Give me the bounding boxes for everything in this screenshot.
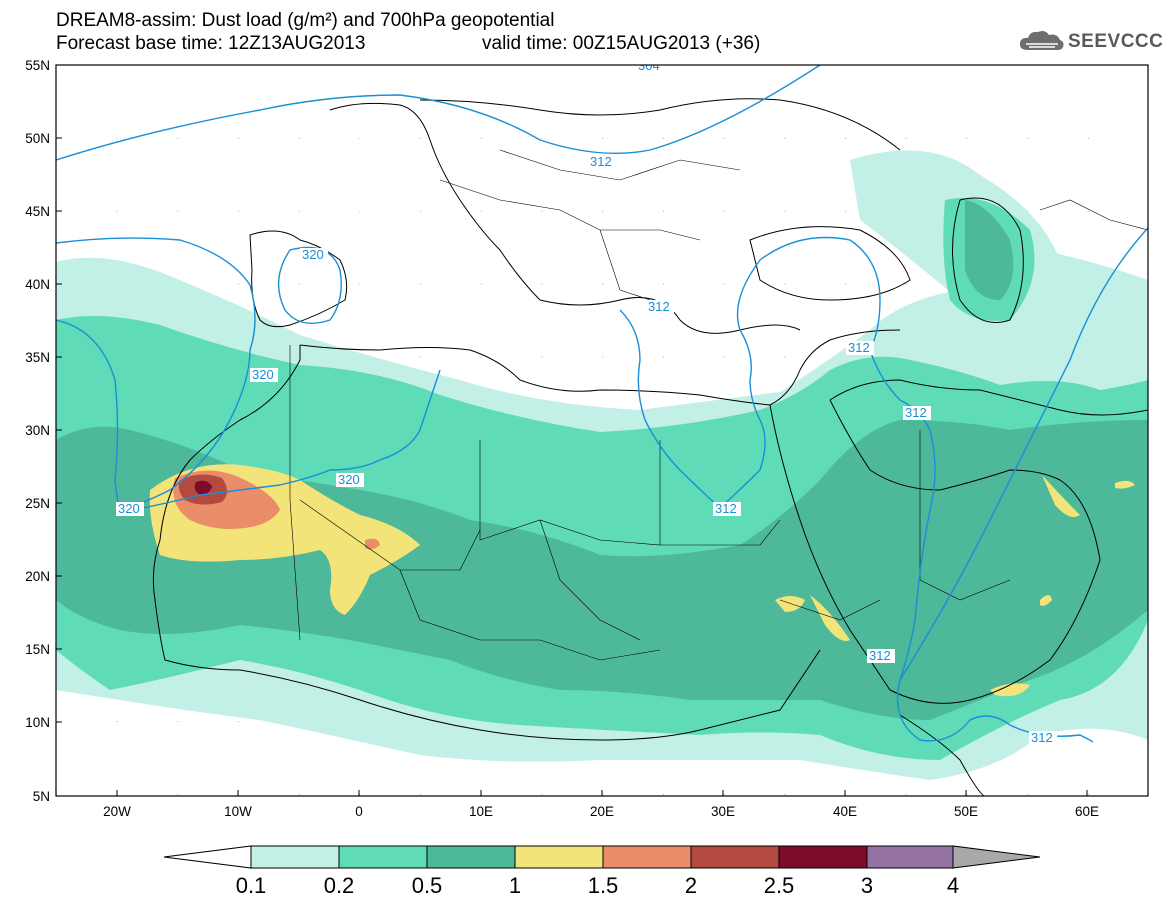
contour-label-312-a: 312	[590, 154, 612, 169]
colorbar-labels: 0.1 0.2 0.5 1 1.5 2 2.5 3 4	[236, 873, 959, 898]
lat-label: 10N	[25, 715, 50, 730]
contour-labels: 304 312 320 320 320 312 312 312 312 312 …	[116, 58, 1057, 745]
lat-label: 30N	[25, 423, 50, 438]
coastlines	[152, 98, 1148, 796]
geopotential-contours	[56, 65, 1148, 743]
contour-label-304: 304	[638, 58, 660, 73]
seevccc-logo: SEEVCCC	[1018, 28, 1163, 54]
colorbar-bin-1	[514, 845, 604, 869]
contour-label-312-g: 312	[1031, 730, 1053, 745]
colorbar-label: 4	[947, 873, 959, 898]
country-borders	[289, 149, 1148, 661]
contour-label-320-b: 320	[252, 367, 274, 382]
lon-label: 0	[355, 804, 363, 819]
lat-label: 50N	[25, 131, 50, 146]
longitude-labels: 20W 10W 0 10E 20E 30E 40E 50E 60E	[103, 804, 1099, 819]
colorbar-bin-0.2	[338, 845, 428, 869]
colorbar-bin-1.5	[602, 845, 692, 869]
contour-label-312-e: 312	[715, 501, 737, 516]
dust-level-2.5	[194, 480, 212, 495]
valid-time-label: valid time: 00Z15AUG2013 (+36)	[482, 33, 761, 54]
contour-label-312-d: 312	[905, 405, 927, 420]
lon-label: 10W	[224, 804, 252, 819]
colorbar-label: 0.5	[412, 873, 443, 898]
colorbar-bin-3	[866, 845, 954, 869]
lon-label: 10E	[469, 804, 493, 819]
lon-label: 30E	[711, 804, 735, 819]
contour-label-320-a: 320	[302, 247, 324, 262]
chart-title: DREAM8-assim: Dust load (g/m²) and 700hP…	[56, 10, 555, 31]
lat-label: 45N	[25, 204, 50, 219]
colorbar-label: 0.1	[236, 873, 267, 898]
forecast-times: Forecast base time: 12Z13AUG2013 valid ti…	[56, 33, 760, 54]
colorbar-label: 2	[685, 873, 697, 898]
lat-label: 40N	[25, 277, 50, 292]
lon-label: 20W	[103, 804, 131, 819]
lat-label: 35N	[25, 350, 50, 365]
lon-label: 50E	[954, 804, 978, 819]
lat-label: 5N	[33, 789, 50, 804]
dust-level-0.5	[56, 200, 1148, 720]
contour-label-320-c: 320	[338, 472, 360, 487]
base-time-label: Forecast base time: 12Z13AUG2013	[56, 33, 366, 54]
colorbar-below-triangle	[163, 845, 252, 869]
contour-label-312-f: 312	[869, 648, 891, 663]
lat-label: 25N	[25, 496, 50, 511]
lon-label: 60E	[1075, 804, 1099, 819]
colorbar-above-triangle	[952, 845, 1041, 869]
colorbar-label: 0.2	[324, 873, 355, 898]
colorbar-label: 1	[509, 873, 521, 898]
colorbar-bin-0.5	[426, 845, 516, 869]
lon-label: 20E	[590, 804, 614, 819]
logo-text: SEEVCCC	[1068, 31, 1164, 52]
lon-label: 40E	[833, 804, 857, 819]
contour-label-312-c: 312	[848, 340, 870, 355]
colorbar-legend	[163, 845, 1041, 869]
latitude-axis	[56, 64, 62, 797]
colorbar-label: 3	[861, 873, 873, 898]
lat-label: 55N	[25, 58, 50, 73]
lat-label: 15N	[25, 642, 50, 657]
colorbar-bin-0.1	[250, 845, 340, 869]
colorbar-label: 2.5	[764, 873, 795, 898]
contour-label-312-b: 312	[648, 299, 670, 314]
longitude-axis	[116, 790, 1088, 796]
contour-label-320-d: 320	[118, 501, 140, 516]
latitude-labels: 55N 50N 45N 40N 35N 30N 25N 20N 15N 10N …	[25, 58, 50, 804]
colorbar-bin-2	[690, 845, 780, 869]
cloud-icon	[1019, 31, 1064, 50]
colorbar-label: 1.5	[588, 873, 619, 898]
colorbar-bin-2.5	[778, 845, 868, 869]
lat-label: 20N	[25, 569, 50, 584]
